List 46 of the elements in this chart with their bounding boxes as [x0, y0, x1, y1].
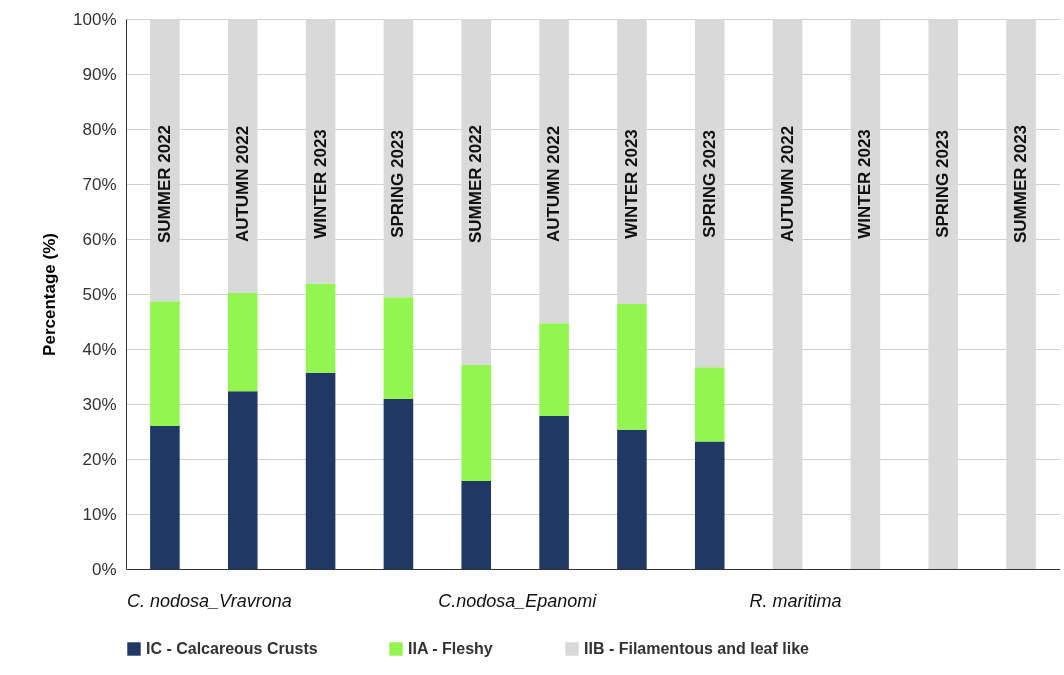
- x-tick-label: SUMMER 2022: [154, 124, 174, 244]
- x-tick-label: SUMMER 2023: [1011, 124, 1031, 244]
- bar: [150, 301, 180, 426]
- x-tick-label: AUTUMN 2022: [777, 125, 797, 243]
- x-tick-label: WINTER 2023: [310, 129, 330, 239]
- bar: [617, 303, 647, 430]
- y-tick-label: 30%: [82, 394, 117, 414]
- y-tick-label: 40%: [82, 339, 117, 359]
- bar: [694, 367, 725, 442]
- y-tick-label: 50%: [82, 284, 117, 304]
- bar: [694, 441, 725, 569]
- y-axis-title: Percentage (%): [40, 233, 60, 356]
- x-tick-label: SPRING 2023: [388, 130, 408, 238]
- x-tick-label: SUMMER 2022: [466, 124, 486, 244]
- legend-label: IC - Calcareous Crusts: [146, 640, 318, 657]
- x-tick-label: SPRING 2023: [933, 130, 953, 238]
- y-tick-label: 60%: [82, 229, 117, 249]
- bar: [383, 297, 414, 400]
- bar: [305, 372, 336, 569]
- bar: [150, 426, 180, 569]
- x-tick-label: AUTUMN 2022: [544, 125, 564, 243]
- legend-label: IIB - Filamentous and leaf like: [584, 640, 810, 657]
- y-tick-label: 100%: [73, 9, 117, 29]
- legend-label: IIA - Fleshy: [408, 640, 493, 657]
- text: R. maritima: [749, 591, 842, 611]
- bar: [305, 283, 336, 373]
- bar: [539, 416, 569, 569]
- bar: [227, 292, 258, 392]
- text: C. nodosa_Vravrona: [126, 591, 292, 611]
- y-tick-label: 80%: [82, 119, 117, 139]
- bar: [617, 429, 647, 569]
- bar: [461, 364, 492, 481]
- x-tick-label: WINTER 2023: [855, 129, 875, 239]
- text: C.nodosa_Epanomi: [438, 591, 598, 611]
- bar: [461, 481, 492, 569]
- x-tick-label: WINTER 2023: [621, 129, 641, 239]
- bar: [227, 391, 258, 569]
- bar: [383, 399, 414, 569]
- y-tick-label: 10%: [82, 504, 117, 524]
- x-tick-label: AUTUMN 2022: [232, 125, 252, 243]
- y-tick-label: 0%: [91, 559, 117, 579]
- y-tick-label: 70%: [82, 174, 117, 194]
- bar: [539, 323, 569, 417]
- y-tick-label: 20%: [82, 449, 117, 469]
- x-tick-label: SPRING 2023: [699, 130, 719, 238]
- y-tick-label: 90%: [82, 64, 117, 84]
